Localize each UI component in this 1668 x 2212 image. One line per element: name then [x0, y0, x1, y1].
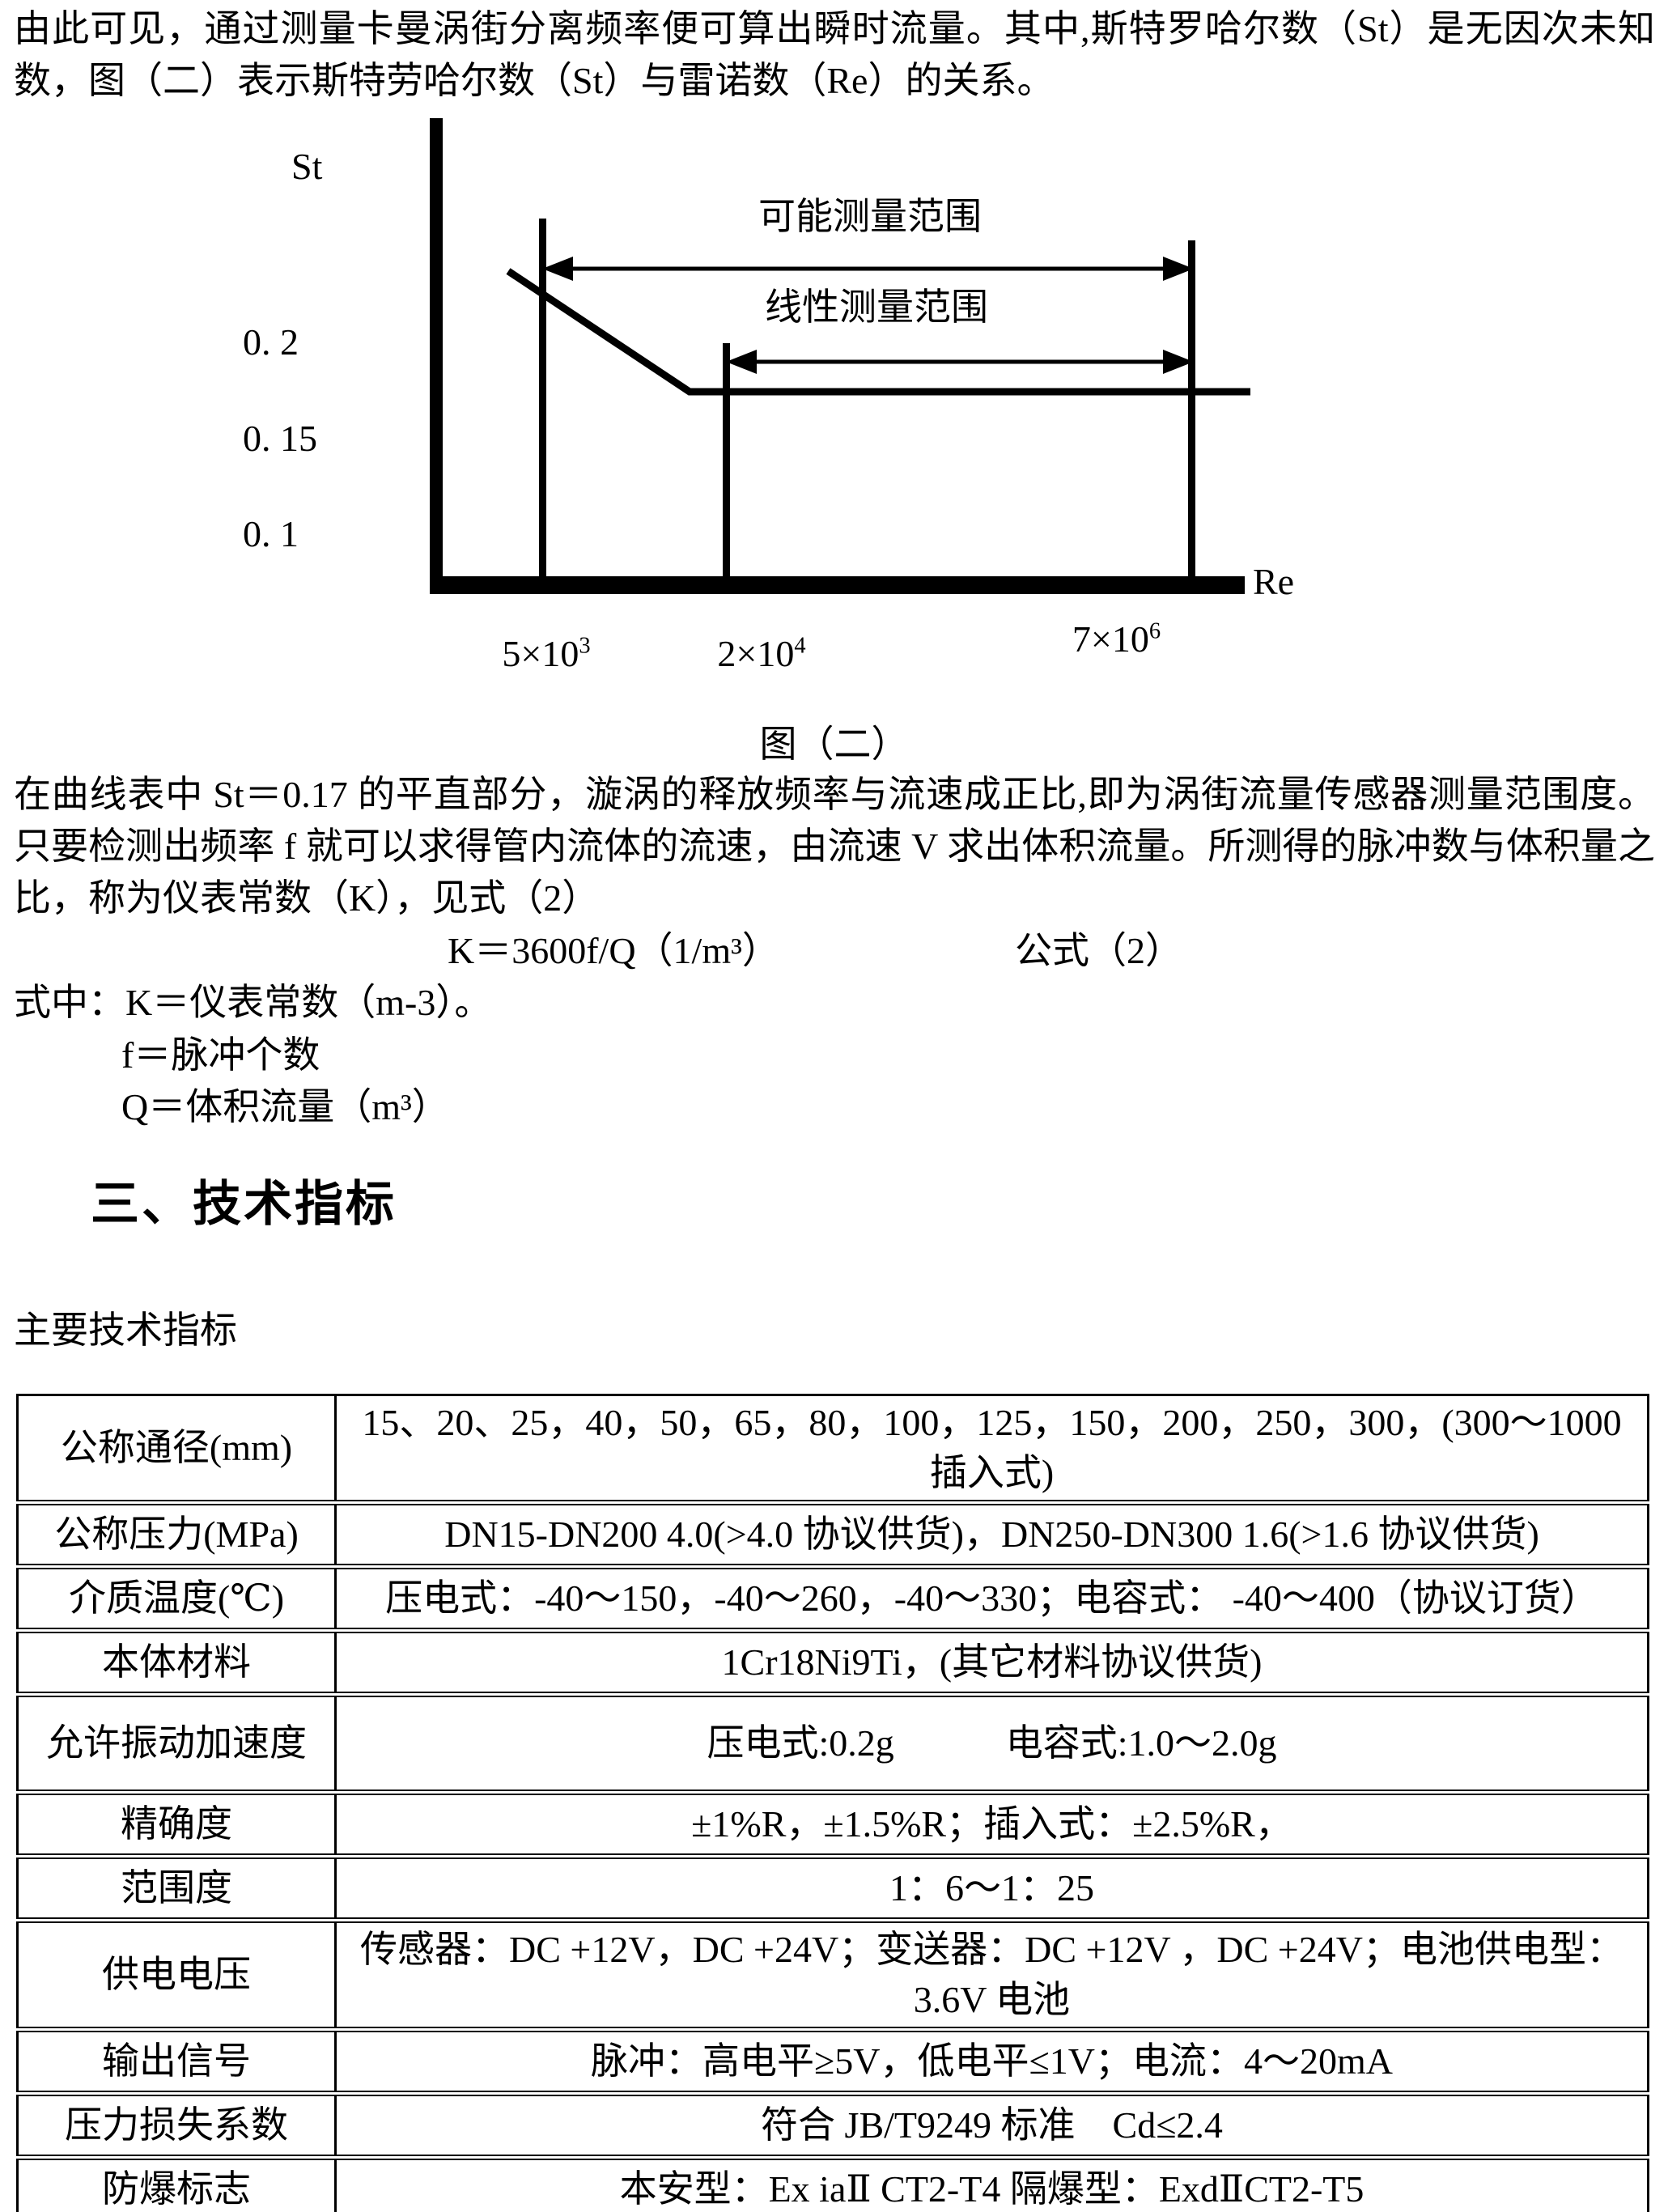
spec-value: 1Cr18Ni9Ti，(其它材料协议供货) — [335, 1630, 1649, 1697]
where-k-definition: 式中：K＝仪表常数（m-3）。 — [14, 982, 492, 1023]
annotation-linear-range: 线性测量范围 — [765, 287, 988, 328]
table-row: 输出信号 脉冲：高电平≥5V，低电平≤1V；电流：4～20mA — [17, 2029, 1649, 2096]
x-tick-7e6-base: 7×10 — [1072, 618, 1149, 660]
x-tick-2e4: 2×104 — [693, 631, 830, 677]
table-row: 精确度 ±1%R，±1.5%R；插入式：±2.5%R， — [17, 1792, 1649, 1859]
spec-value: 本安型：Ex iaⅡ CT2-T4 隔爆型：ExdⅡCT2-T5 — [619, 2168, 1365, 2210]
ref-line-2e4 — [723, 343, 730, 576]
table-row: 允许振动加速度 压电式:0.2g 电容式:1.0～2.0g — [17, 1694, 1649, 1795]
spec-value: 压电式:0.2g 电容式:1.0～2.0g — [335, 1694, 1649, 1795]
spec-value: 传感器：DC +12V，DC +24V；变送器：DC +12V ，DC +24V… — [335, 1920, 1649, 2032]
where-f-definition: f＝脉冲个数 — [121, 1034, 320, 1076]
spec-value: 15、20、25，40，50，65，80，100，125，150，200，250… — [335, 1395, 1649, 1505]
table-intro-text: 主要技术指标 — [14, 1310, 237, 1351]
table-row: 本体材料 1Cr18Ni9Ti，(其它材料协议供货) — [17, 1630, 1649, 1697]
table-row: 压力损失系数 符合 JB/T9249 标准 Cd≤2.4 — [17, 2093, 1649, 2160]
paragraph-intro: 由此可见，通过测量卡曼涡街分离频率便可算出瞬时流量。其中,斯特罗哈尔数（St）是… — [14, 8, 1655, 101]
formula-row: K＝3600f/Q（1/m³） 公式（2） — [0, 925, 1668, 977]
x-tick-5e3-base: 5×10 — [502, 633, 579, 674]
section-heading: 三、技术指标 — [91, 1177, 397, 1231]
spec-value: 符合 JB/T9249 标准 Cd≤2.4 — [335, 2093, 1649, 2160]
spec-label: 精确度 — [17, 1792, 337, 1859]
formula-expression: K＝3600f/Q（1/m³） — [448, 930, 779, 971]
table-row: 公称压力(MPa) DN15-DN200 4.0(>4.0 协议供货)，DN25… — [17, 1502, 1649, 1569]
where-q-definition: Q＝体积流量（m³） — [121, 1086, 449, 1127]
spec-label: 压力损失系数 — [17, 2093, 337, 2160]
spec-label: 本体材料 — [17, 1630, 337, 1697]
y-tick-0-2: 0. 2 — [243, 321, 299, 363]
table-row: 防爆标志 本安型：Ex iaⅡ CT2-T4 隔爆型：ExdⅡCT2-T5 — [17, 2157, 1649, 2212]
spec-label: 允许振动加速度 — [17, 1694, 337, 1795]
spec-value: ±1%R，±1.5%R；插入式：±2.5%R， — [335, 1792, 1649, 1859]
ref-line-5e3 — [539, 219, 546, 576]
spec-label: 范围度 — [17, 1856, 337, 1923]
spec-label: 供电电压 — [17, 1920, 337, 2032]
spec-label: 公称压力(MPa) — [17, 1502, 337, 1569]
figure-caption: 图（二） — [759, 724, 909, 765]
paragraph-explanation: 在曲线表中 St＝0.17 的平直部分，漩涡的释放频率与流速成正比,即为涡街流量… — [14, 774, 1655, 919]
table-row: 公称通径(mm) 15、20、25，40，50，65，80，100，125，15… — [17, 1395, 1649, 1505]
table-row: 范围度 1：6～1：25 — [17, 1856, 1649, 1923]
x-tick-7e6-exp: 6 — [1148, 618, 1161, 644]
technical-spec-table: 公称通径(mm) 15、20、25，40，50，65，80，100，125，15… — [16, 1394, 1649, 2212]
x-axis-line — [430, 576, 1245, 594]
x-tick-2e4-exp: 4 — [794, 633, 806, 659]
spec-value: 1：6～1：25 — [335, 1856, 1649, 1923]
x-axis-title: Re — [1253, 561, 1295, 602]
y-tick-0-1: 0. 1 — [243, 513, 299, 554]
y-tick-0-15: 0. 15 — [243, 418, 317, 459]
x-tick-2e4-base: 2×10 — [717, 633, 795, 674]
st-re-curve — [506, 268, 1250, 396]
spec-label: 防爆标志 — [17, 2157, 337, 2212]
possible-range-arrow — [542, 257, 1194, 281]
y-axis-title: St — [291, 146, 323, 187]
ref-line-7e6 — [1188, 240, 1195, 576]
table-row: 介质温度(℃) 压电式：-40～150，-40～260，-40～330；电容式：… — [17, 1566, 1649, 1633]
spec-label: 输出信号 — [17, 2029, 337, 2096]
spec-value: 压电式：-40～150，-40～260，-40～330；电容式： -40～400… — [335, 1566, 1649, 1633]
spec-value: 脉冲：高电平≥5V，低电平≤1V；电流：4～20mA — [335, 2029, 1649, 2096]
spec-label: 公称通径(mm) — [17, 1395, 337, 1505]
chart-axes-svg — [430, 118, 1250, 594]
x-tick-7e6: 7×106 — [1046, 617, 1187, 662]
st-re-chart: St 0. 2 0. 15 0. 1 可能测量范围 线性测量范围 Re 5×10… — [0, 104, 1668, 674]
x-tick-5e3-exp: 3 — [579, 633, 591, 659]
annotation-possible-range: 可能测量范围 — [758, 196, 982, 237]
x-tick-5e3: 5×103 — [477, 631, 615, 677]
table-row: 供电电压 传感器：DC +12V，DC +24V；变送器：DC +12V ，DC… — [17, 1920, 1649, 2032]
formula-tag: 公式（2） — [1015, 930, 1182, 971]
linear-range-arrow — [726, 350, 1194, 374]
y-axis-line — [430, 118, 443, 594]
spec-label: 介质温度(℃) — [17, 1566, 337, 1633]
spec-value: DN15-DN200 4.0(>4.0 协议供货)，DN250-DN300 1.… — [335, 1502, 1649, 1569]
